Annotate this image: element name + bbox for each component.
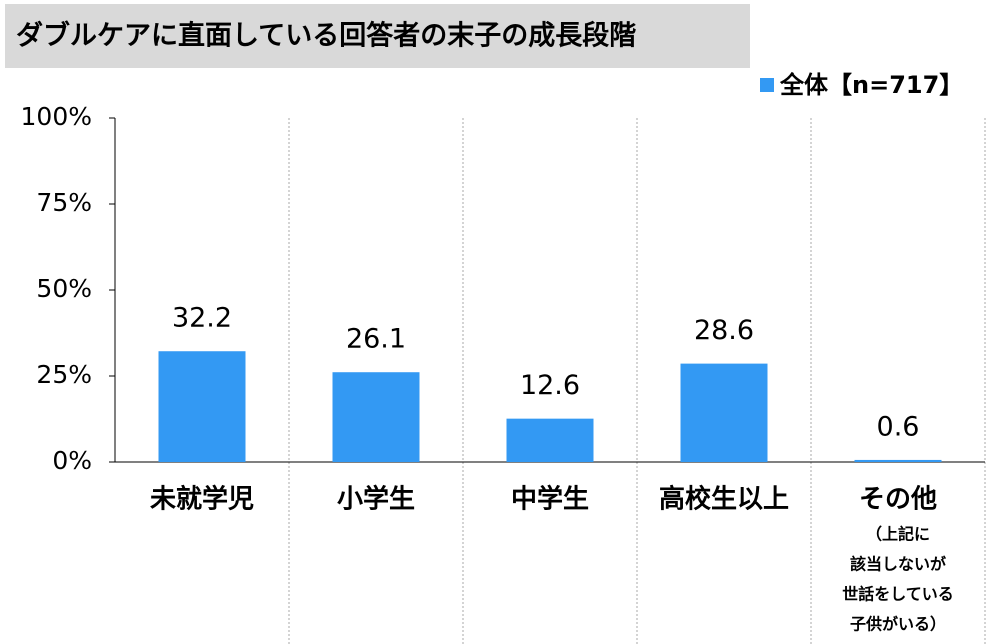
category-note: 世話をしている (842, 585, 954, 604)
x-tick-label: 小学生 (337, 484, 415, 515)
bar (680, 363, 768, 462)
value-label: 26.1 (346, 324, 406, 355)
bar (332, 372, 420, 462)
x-tick-label: 中学生 (511, 484, 589, 515)
category-note: 子供がいる） (850, 615, 946, 634)
category-note: 該当しないが (850, 555, 946, 574)
y-tick-label: 25% (36, 360, 92, 389)
title-box (5, 4, 750, 68)
legend-label: 全体【n=717】 (779, 71, 963, 99)
value-label: 0.6 (877, 411, 920, 442)
y-tick-label: 75% (36, 188, 92, 217)
bar (158, 351, 246, 462)
bar (854, 459, 942, 462)
value-label: 32.2 (172, 303, 232, 334)
value-label: 28.6 (694, 315, 754, 346)
bar (506, 418, 594, 462)
x-tick-label: 未就学児 (150, 484, 254, 515)
y-tick-label: 100% (21, 102, 92, 131)
x-tick-label: その他 (859, 485, 937, 515)
y-tick-label: 50% (36, 274, 92, 303)
y-tick-label: 0% (52, 446, 92, 475)
x-tick-label: 高校生以上 (659, 484, 789, 515)
value-label: 12.6 (520, 370, 580, 401)
category-note: （上記に (866, 525, 930, 544)
legend-swatch (760, 78, 774, 92)
chart-title: ダブルケアに直面している回答者の末子の成長段階 (16, 20, 636, 52)
